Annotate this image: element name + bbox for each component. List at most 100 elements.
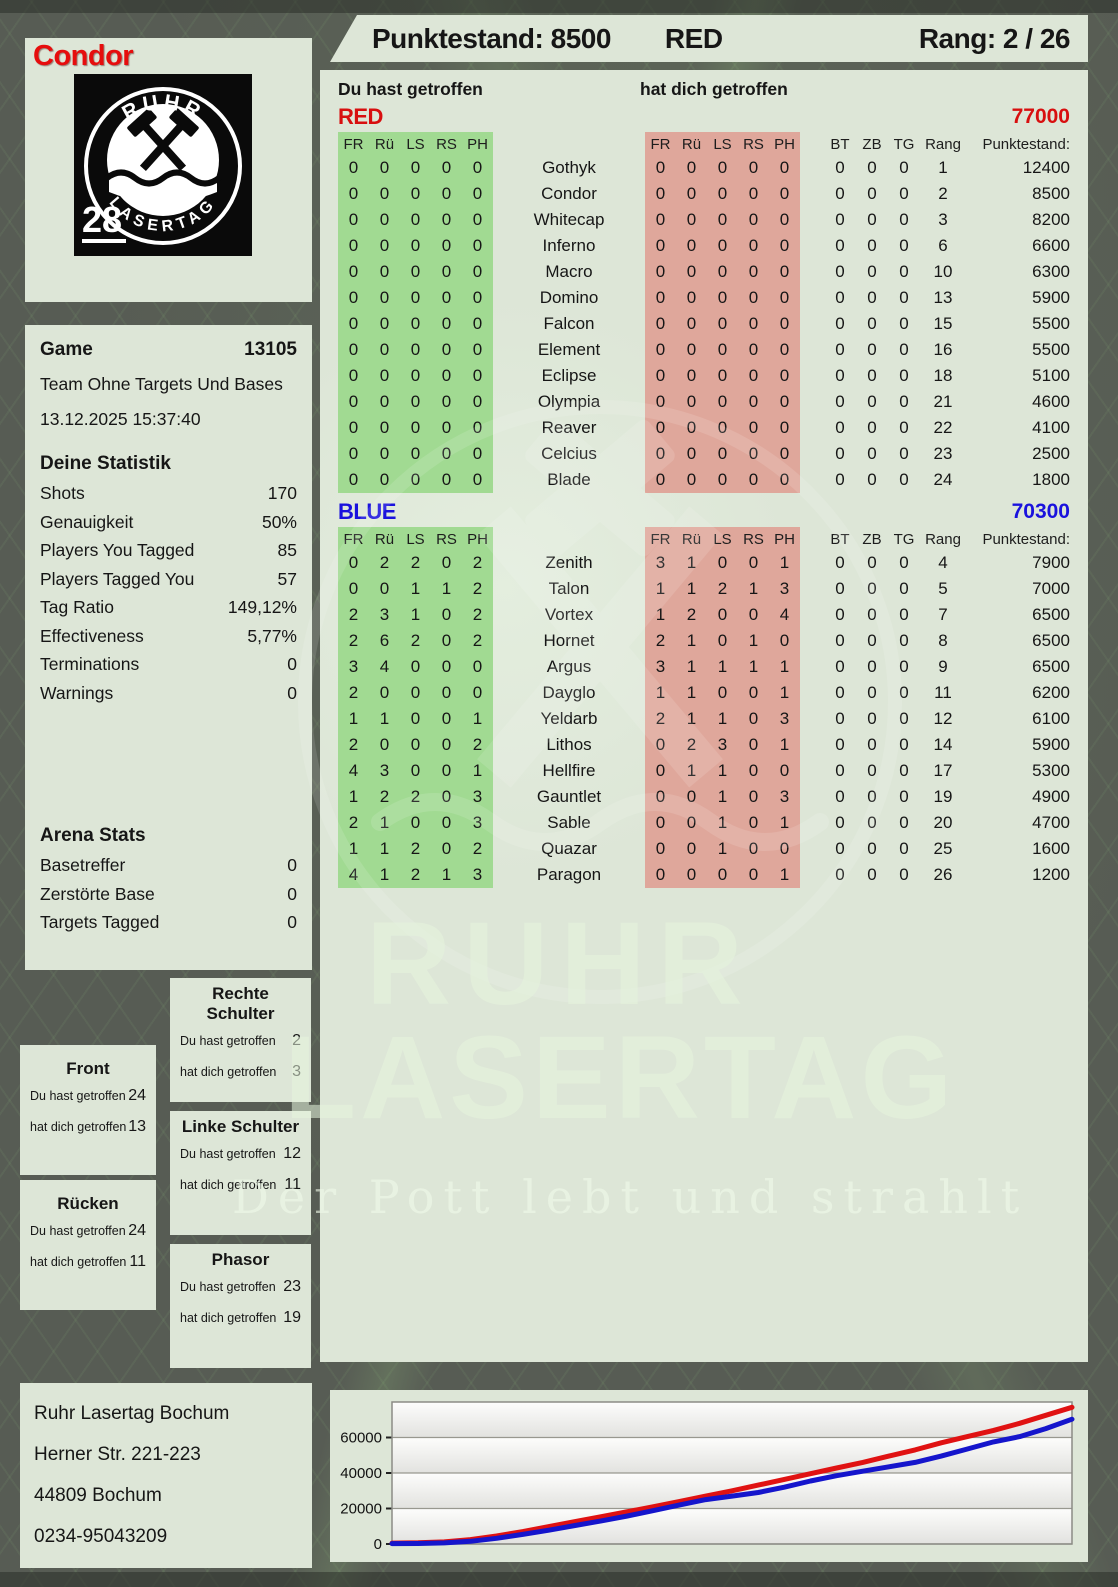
- you-hit-count: 0: [431, 758, 462, 784]
- you-hit-count: 0: [369, 155, 400, 181]
- player-name: Hornet: [543, 631, 595, 650]
- base-hits: 0: [835, 631, 845, 650]
- game-title-row: Game 13105: [40, 339, 297, 361]
- base-hits: 0: [835, 865, 845, 884]
- col-header: LS: [400, 132, 431, 158]
- rank: 5: [938, 579, 948, 598]
- you-hit-count: 0: [338, 181, 369, 207]
- score: 12400: [1022, 158, 1070, 177]
- spacer: [800, 311, 824, 337]
- you-hit-count: 3: [338, 654, 369, 680]
- table-row: 0 0 0 0 0 Whitecap 0 0 0 0 0 0 0 0 3 8200: [338, 207, 1078, 233]
- targets-tagged: 0: [899, 839, 909, 858]
- rank: 7: [938, 605, 948, 624]
- hit-you-count: 0: [707, 441, 738, 467]
- rank: 4: [938, 553, 948, 572]
- you-hit-count: 0: [462, 337, 493, 363]
- hit-you-count: 0: [676, 441, 707, 467]
- table-row: 2 0 0 0 2 Lithos 0 2 3 0 1 0 0 0 14 5900: [338, 732, 1078, 758]
- rank: 9: [938, 657, 948, 676]
- hit-zone-box-left-shoulder: Linke Schulter Du hast getroffen 12 hat d…: [170, 1111, 311, 1235]
- y-tick-label: 20000: [340, 1501, 382, 1518]
- stat-row: Effectiveness 5,77%: [40, 622, 297, 651]
- score: 1800: [1032, 470, 1070, 489]
- you-hit-count: 1: [400, 576, 431, 602]
- col-header: PH: [769, 527, 800, 553]
- bases-destroyed: 0: [867, 657, 877, 676]
- you-hit-count: 0: [462, 441, 493, 467]
- rank: 20: [933, 813, 953, 832]
- hit-you-count: 1: [676, 628, 707, 654]
- stat-label: Effectiveness: [40, 625, 144, 646]
- targets-tagged: 0: [899, 579, 909, 598]
- venue-name: Ruhr Lasertag Bochum: [34, 1403, 230, 1424]
- hit-you-count: 0: [645, 363, 676, 389]
- targets-tagged: 0: [899, 236, 909, 255]
- you-hit-count: 0: [400, 389, 431, 415]
- zone-title: Phasor: [211, 1250, 270, 1269]
- hit-you-count: 0: [707, 415, 738, 441]
- bases-destroyed: 0: [867, 210, 877, 229]
- hit-you-count: 0: [676, 810, 707, 836]
- score-header-bar: Punktestand: 8500 RED Rang: 2 / 26: [330, 15, 1088, 62]
- zone-them-value: 11: [284, 1176, 301, 1193]
- hit-you-count: 0: [676, 181, 707, 207]
- stat-row: Shots 170: [40, 479, 297, 508]
- you-hit-count: 2: [462, 576, 493, 602]
- stat-row: Basetreffer 0: [40, 851, 297, 880]
- bases-destroyed: 0: [867, 418, 877, 437]
- zone-them-label: hat dich getroffen: [30, 1120, 127, 1134]
- stat-value: 0: [287, 682, 297, 703]
- zone-them-label: hat dich getroffen: [180, 1311, 277, 1325]
- base-hits: 0: [835, 158, 845, 177]
- score: 5500: [1032, 314, 1070, 333]
- stat-row: Targets Tagged 0: [40, 908, 297, 937]
- col-header: PH: [769, 132, 800, 158]
- you-hit-count: 0: [338, 337, 369, 363]
- table-row: 0 0 1 1 2 Talon 1 1 2 1 3 0 0 0 5 7000: [338, 576, 1078, 602]
- bases-destroyed: 0: [867, 631, 877, 650]
- y-tick-label: 40000: [340, 1465, 382, 1482]
- player-name: Gothyk: [542, 158, 596, 177]
- zone-you-value: 24: [128, 1087, 146, 1104]
- y-tick-label: 60000: [340, 1430, 382, 1447]
- col-header: PH: [462, 527, 493, 553]
- table-row: 1 1 2 0 2 Quazar 0 0 1 0 0 0 0 0 25 1600: [338, 836, 1078, 862]
- you-hit-count: 0: [400, 181, 431, 207]
- hit-you-count: 1: [769, 732, 800, 758]
- player-name: Celcius: [541, 444, 597, 463]
- player-name: Falcon: [543, 314, 595, 333]
- zone-you-row: Du hast getroffen 23: [180, 1278, 301, 1296]
- zone-you-label: Du hast getroffen: [180, 1147, 276, 1161]
- score: 4100: [1032, 418, 1070, 437]
- score: 1200: [1032, 865, 1070, 884]
- you-hit-count: 0: [400, 207, 431, 233]
- score: 6200: [1032, 683, 1070, 702]
- hit-you-count: 0: [707, 467, 738, 493]
- zone-you-value: 2: [292, 1032, 301, 1049]
- col-header: RS: [431, 132, 462, 158]
- score: 8200: [1032, 210, 1070, 229]
- hit-you-count: 1: [769, 550, 800, 576]
- you-hit-count: 0: [338, 389, 369, 415]
- spacer: [40, 707, 297, 825]
- you-hit-count: 0: [400, 441, 431, 467]
- base-hits: 0: [835, 813, 845, 832]
- hit-you-count: 1: [645, 680, 676, 706]
- bases-destroyed: 0: [867, 262, 877, 281]
- player-name: Whitecap: [533, 210, 605, 229]
- targets-tagged: 0: [899, 735, 909, 754]
- you-hit-count: 1: [338, 706, 369, 732]
- targets-tagged: 0: [899, 262, 909, 281]
- you-hit-count: 0: [431, 602, 462, 628]
- you-hit-count: 2: [369, 550, 400, 576]
- spacer: [800, 207, 824, 233]
- hit-you-count: 0: [645, 862, 676, 888]
- you-hit-count: 0: [462, 363, 493, 389]
- you-hit-count: 0: [400, 337, 431, 363]
- you-hit-count: 0: [431, 810, 462, 836]
- hit-you-count: 0: [738, 836, 769, 862]
- hit-you-count: 0: [707, 602, 738, 628]
- base-hits: 0: [835, 553, 845, 572]
- rank: 14: [933, 735, 953, 754]
